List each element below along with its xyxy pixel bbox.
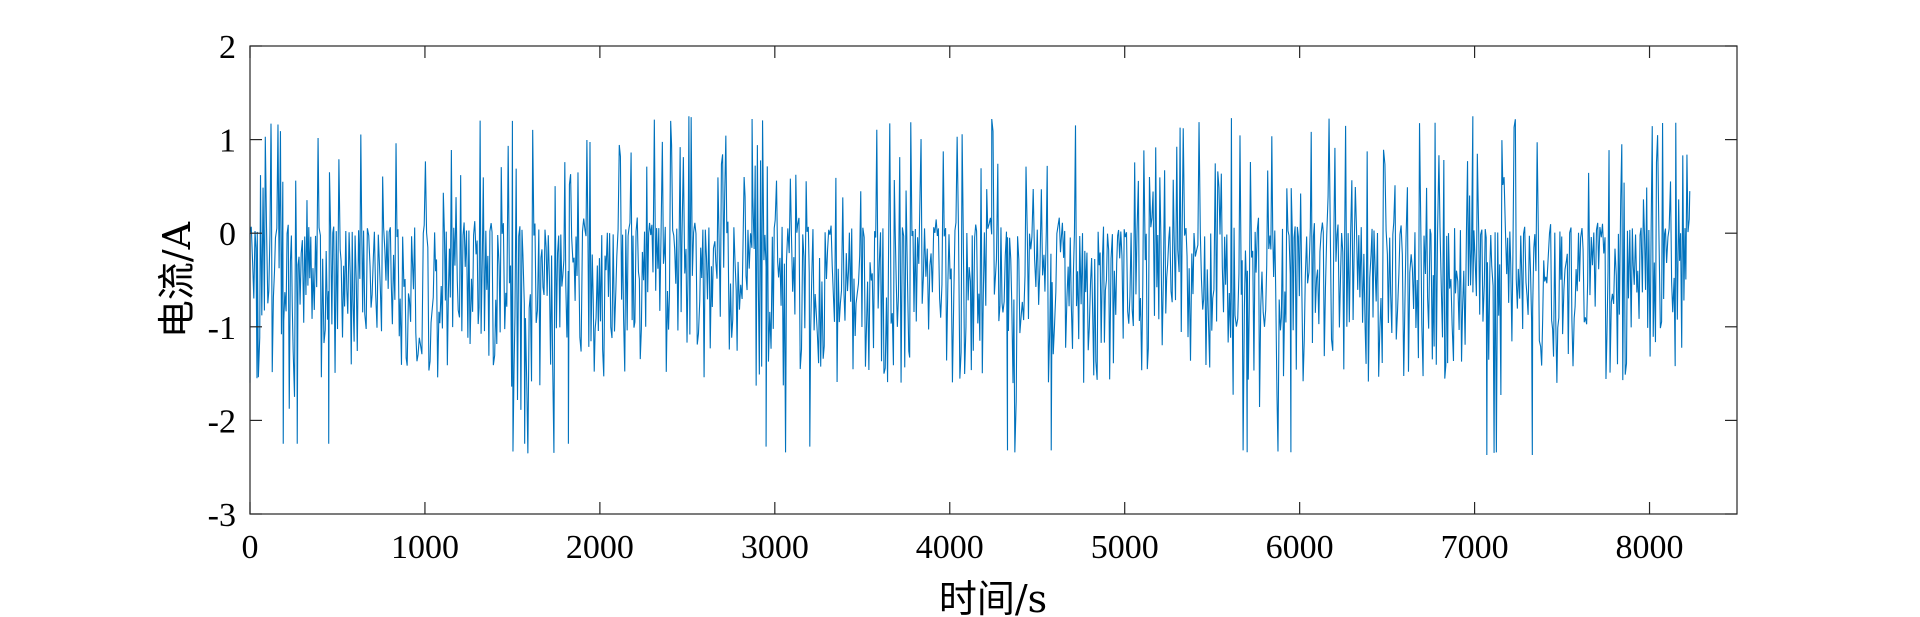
y-tick-label: 1 <box>219 123 236 160</box>
y-tick-label: -3 <box>208 497 236 534</box>
axis-ticks <box>249 45 1737 515</box>
x-tick-label: 4000 <box>916 529 984 566</box>
x-axis-title: 时间/s <box>939 577 1047 617</box>
y-tick-label: 0 <box>219 216 236 253</box>
y-axis-title: 电流/A <box>155 221 199 338</box>
y-tick-label: -1 <box>208 310 236 347</box>
signal-series <box>249 116 1691 456</box>
plot-frame <box>249 45 1738 515</box>
x-tick-label: 0 <box>242 529 259 566</box>
x-tick-label: 1000 <box>391 529 459 566</box>
x-tick-label: 2000 <box>566 529 634 566</box>
x-tick-label: 7000 <box>1441 529 1509 566</box>
x-tick-labels: 0 1000 2000 3000 4000 5000 6000 7000 8000 <box>242 529 1684 566</box>
y-tick-label: 2 <box>219 29 236 66</box>
x-tick-label: 3000 <box>741 529 809 566</box>
x-tick-label: 5000 <box>1091 529 1159 566</box>
y-tick-label: -2 <box>208 403 236 440</box>
y-tick-labels: -3 -2 -1 0 1 2 <box>208 29 236 534</box>
x-tick-label: 6000 <box>1266 529 1334 566</box>
x-tick-label: 8000 <box>1616 529 1684 566</box>
current-line <box>249 116 1691 456</box>
